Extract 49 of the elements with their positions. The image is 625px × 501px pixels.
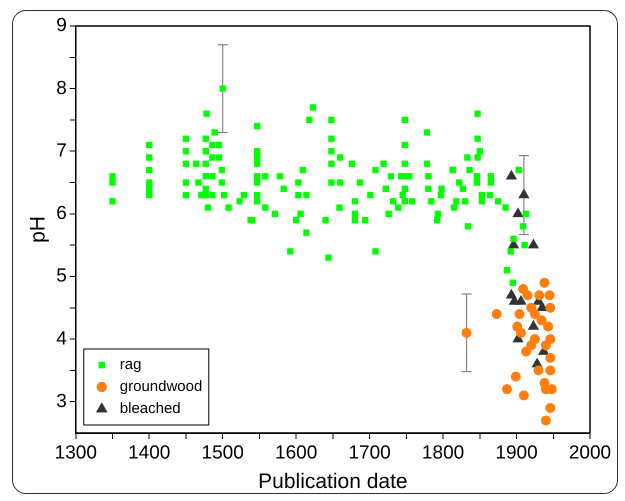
- point: [545, 302, 556, 313]
- point: [514, 309, 524, 320]
- point: [540, 415, 551, 426]
- x-tick-label: 1700: [348, 442, 391, 464]
- x-axis-title: Publication date: [258, 470, 408, 494]
- legend-label: rag: [120, 356, 142, 374]
- point: [516, 328, 526, 338]
- x-tick-label: 1600: [275, 442, 318, 464]
- x-tick-label: 1400: [128, 442, 170, 464]
- point: [534, 365, 544, 376]
- point: [528, 238, 540, 248]
- point: [502, 384, 512, 394]
- point: [543, 322, 554, 332]
- y-tick-label: 4: [56, 328, 68, 350]
- x-tick-label: 1500: [202, 442, 244, 464]
- y-axis-title: pH: [26, 216, 50, 243]
- x-tick-label: 1300: [54, 442, 97, 464]
- point: [512, 207, 524, 218]
- x-tick-label: 2000: [568, 442, 612, 464]
- point: [539, 278, 550, 288]
- point: [544, 290, 555, 300]
- point: [506, 170, 518, 180]
- legend-label: bleached: [120, 400, 181, 418]
- point: [545, 365, 556, 376]
- legend-label: groundwood: [120, 378, 202, 396]
- point: [528, 320, 540, 330]
- point: [534, 290, 544, 300]
- y-tick-label: 6: [56, 203, 67, 224]
- y-tick-label: 8: [56, 78, 67, 99]
- point: [515, 295, 527, 305]
- y-tick-label: 5: [56, 266, 67, 287]
- point: [521, 346, 532, 357]
- point: [530, 334, 540, 344]
- point: [462, 328, 472, 338]
- x-tick-label: 1900: [495, 442, 538, 464]
- x-tick-label: 1800: [422, 442, 464, 464]
- y-tick-label: 3: [56, 390, 67, 412]
- y-tick-label: 9: [56, 15, 67, 36]
- point: [492, 309, 502, 320]
- point: [536, 315, 547, 326]
- point: [540, 340, 551, 350]
- point: [510, 372, 521, 382]
- point: [530, 309, 540, 320]
- point: [518, 188, 530, 198]
- point: [522, 290, 533, 300]
- point: [518, 390, 529, 400]
- point: [545, 352, 556, 363]
- y-tick-label: 7: [56, 140, 67, 162]
- point: [545, 402, 556, 413]
